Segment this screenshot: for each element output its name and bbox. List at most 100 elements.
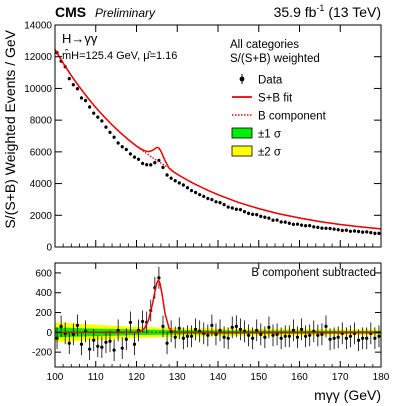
data-point [189, 334, 194, 338]
data-point [340, 228, 344, 233]
data-point [96, 344, 100, 348]
data-point [271, 218, 275, 222]
status-label: Preliminary [95, 6, 156, 20]
data-point [299, 327, 304, 331]
data-point [124, 147, 128, 152]
lumi-label: 35.9 fb-1 (13 TeV) [274, 3, 381, 20]
legend-label: Data [258, 75, 283, 87]
data-point [120, 145, 124, 149]
data-point [79, 342, 84, 346]
data-point [198, 193, 202, 197]
y-tick-label-top: 4000 [30, 179, 53, 190]
data-point [108, 130, 112, 134]
data-point [206, 333, 210, 337]
legend-label: S+B fit [258, 93, 293, 105]
data-point [279, 220, 283, 224]
data-point [79, 96, 84, 100]
data-point [361, 230, 365, 234]
data-point [259, 214, 263, 218]
y-tick-label-top: 14000 [24, 21, 52, 32]
legend-label: ±1 σ [258, 129, 281, 141]
data-point [291, 222, 295, 226]
legend: Data S+B fit B component ±1 σ ±2 σ [231, 74, 327, 159]
y-axis-title: S/(S+B) Weighted Events / GeV [2, 29, 18, 228]
data-point [71, 83, 75, 87]
data-point [365, 336, 369, 340]
data-point [263, 335, 267, 339]
lumi-exponent: -1 [316, 3, 324, 13]
data-point [279, 336, 283, 340]
data-point [275, 218, 279, 222]
data-point [291, 328, 295, 332]
data-point [377, 231, 381, 235]
legend-data-marker [239, 76, 245, 82]
background-fit-line [54, 49, 382, 230]
data-point [328, 337, 332, 341]
data-point [210, 323, 214, 327]
legend-band-box [231, 145, 253, 157]
data-point [308, 333, 312, 337]
data-point [112, 135, 116, 139]
data-point [255, 328, 259, 332]
data-point [173, 335, 177, 339]
data-point [348, 229, 353, 233]
data-point [251, 336, 255, 340]
x-tick-label: 120 [128, 372, 145, 383]
data-point [112, 348, 116, 352]
data-point [75, 323, 80, 327]
lumi-energy: (13 TeV) [324, 4, 381, 20]
data-point [88, 105, 92, 109]
signal-fit-line [55, 278, 381, 334]
x-axis-title: mγγ (GeV) [314, 387, 381, 403]
data-point [128, 152, 132, 156]
data-point [271, 333, 275, 337]
data-point [251, 212, 255, 216]
data-point [169, 176, 173, 180]
data-point [222, 203, 226, 207]
data-point [214, 200, 218, 204]
top-data-layer [54, 49, 382, 236]
data-point [283, 220, 287, 224]
data-point [67, 76, 71, 81]
data-point [165, 173, 169, 177]
data-point [361, 336, 365, 340]
y-tick-label-top: 10000 [24, 84, 52, 95]
data-point [328, 226, 332, 231]
data-point [283, 334, 287, 338]
data-point [218, 201, 222, 205]
data-point [181, 336, 185, 340]
data-point [295, 335, 300, 339]
lumi-value: 35.9 fb [274, 4, 317, 20]
data-point [104, 125, 108, 129]
lower-panel-label: B component subtracted [251, 267, 376, 279]
categories-label-1: All categories [230, 39, 299, 51]
y-tick-label-top: 0 [46, 243, 52, 254]
data-point [177, 326, 181, 330]
data-point [161, 165, 165, 169]
x-tick-label: 100 [47, 372, 64, 383]
data-point [75, 87, 80, 91]
y-tick-label-top: 12000 [24, 52, 52, 63]
data-point [336, 335, 340, 339]
top-axis-ticks: 0 2000 4000 6000 8000 10000 12000 14000 [24, 21, 382, 254]
data-point [246, 211, 251, 215]
sb-fit-line [54, 49, 382, 230]
data-point [320, 332, 324, 336]
data-point [59, 324, 63, 328]
data-point [222, 335, 226, 339]
data-point [308, 223, 312, 228]
data-point [185, 186, 190, 190]
data-point [128, 320, 132, 325]
data-point [71, 332, 75, 336]
data-point [92, 111, 96, 115]
experiment-label: CMS [55, 4, 86, 20]
data-point [238, 207, 243, 212]
data-point [344, 228, 348, 232]
data-point [226, 336, 230, 340]
data-point [92, 338, 96, 342]
data-point [230, 206, 234, 210]
y-tick-label-top: 8000 [30, 116, 53, 127]
data-point [96, 115, 100, 119]
data-point [141, 161, 145, 166]
